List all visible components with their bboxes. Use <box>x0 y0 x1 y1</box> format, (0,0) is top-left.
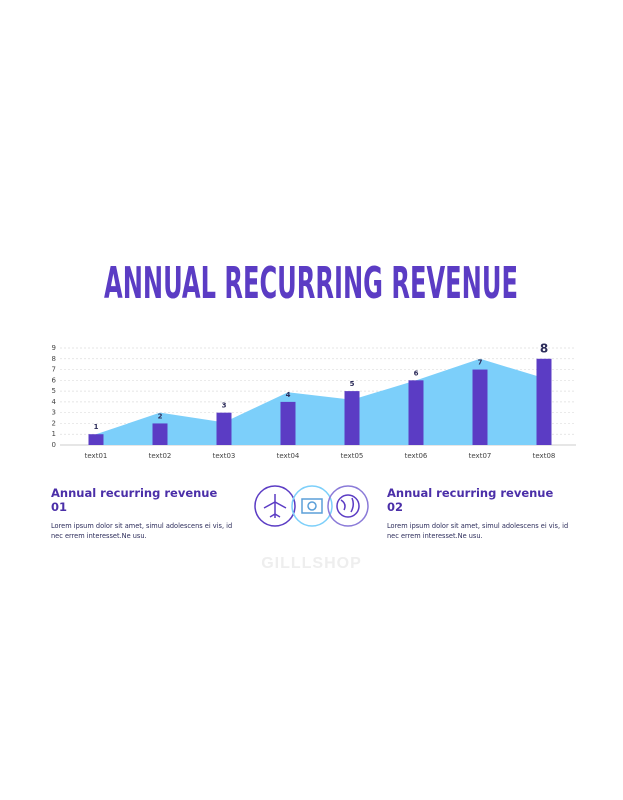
x-tick-label: text07 <box>469 452 492 460</box>
section: Annual recurring revenue 02 Lorem ipsum … <box>387 486 569 541</box>
data-label: 6 <box>414 369 419 377</box>
icon-circle <box>327 485 369 527</box>
x-tick-label: text04 <box>277 452 300 460</box>
plane-icon <box>263 494 287 518</box>
y-tick-label: 7 <box>52 366 56 374</box>
y-tick-label: 8 <box>52 355 56 363</box>
y-tick-label: 4 <box>52 398 57 406</box>
data-label: 5 <box>350 380 355 388</box>
bar <box>408 380 424 445</box>
data-label: 1 <box>94 423 99 431</box>
watermark: GILLLSHOP <box>261 555 362 572</box>
x-tick-label: text08 <box>533 452 556 460</box>
data-label: 3 <box>222 402 227 410</box>
bar <box>216 412 232 445</box>
data-label: 4 <box>286 391 291 399</box>
money-icon <box>307 501 317 511</box>
x-tick-label: text01 <box>85 452 108 460</box>
y-tick-label: 0 <box>52 441 56 449</box>
chart-title: ANNUAL RECURRING REVENUE <box>104 258 518 309</box>
section-heading: Annual recurring revenue 02 <box>387 486 554 514</box>
bar <box>88 434 104 445</box>
data-label: 2 <box>158 412 163 420</box>
y-tick-label: 5 <box>52 387 56 395</box>
x-tick-label: text03 <box>213 452 236 460</box>
data-label: 8 <box>540 341 548 355</box>
bar <box>344 391 360 445</box>
bar <box>280 401 296 445</box>
bar <box>536 358 552 445</box>
icon-circle <box>291 485 333 527</box>
y-tick-label: 9 <box>52 344 56 352</box>
x-tick-label: text02 <box>149 452 172 460</box>
x-tick-label: text06 <box>405 452 428 460</box>
section: Annual recurring revenue 01 Lorem ipsum … <box>51 486 233 541</box>
globe-icon <box>340 497 355 513</box>
y-tick-label: 1 <box>52 430 56 438</box>
section-heading: Annual recurring revenue 01 <box>51 486 218 514</box>
y-tick-label: 3 <box>52 409 56 417</box>
area <box>96 358 544 445</box>
section-body: Lorem ipsum dolor sit amet, simul adoles… <box>387 522 569 540</box>
data-label: 7 <box>478 359 483 367</box>
bar <box>472 369 488 445</box>
money-icon <box>301 498 323 514</box>
icons <box>254 485 369 527</box>
x-tick-label: text05 <box>341 452 364 460</box>
y-tick-label: 6 <box>52 376 57 384</box>
section-body: Lorem ipsum dolor sit amet, simul adoles… <box>51 522 233 540</box>
bar <box>152 423 168 445</box>
y-tick-label: 2 <box>52 419 56 427</box>
globe-icon <box>336 494 360 518</box>
icon-circle <box>254 485 296 527</box>
